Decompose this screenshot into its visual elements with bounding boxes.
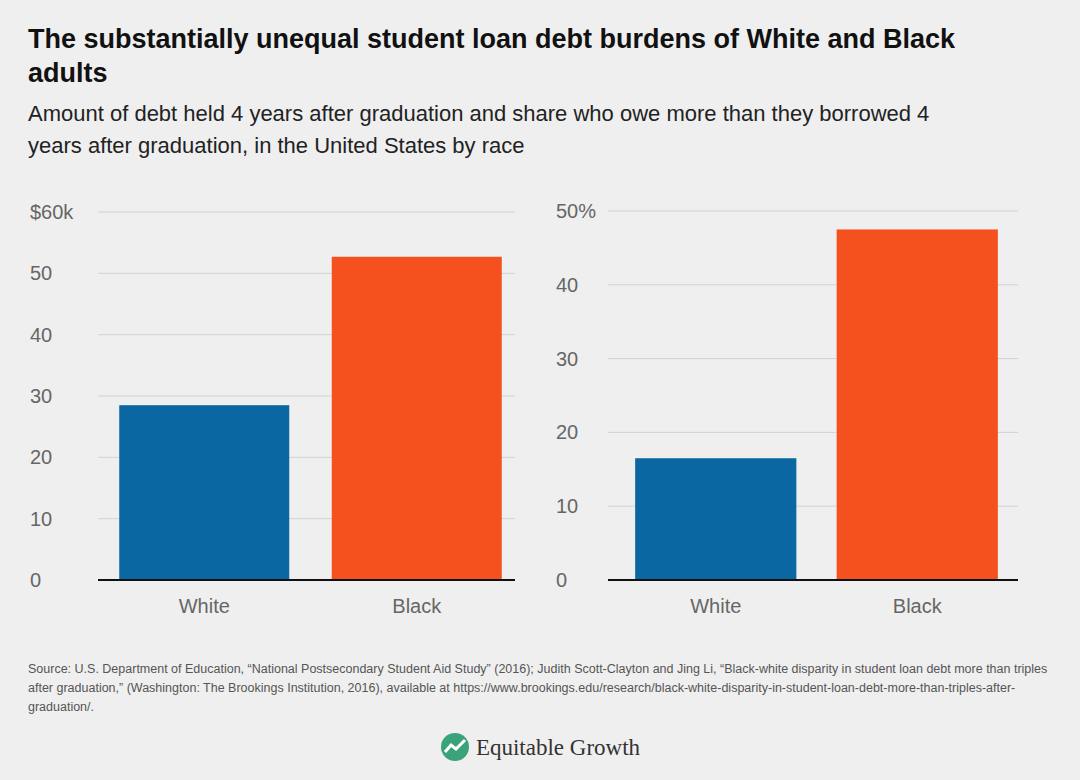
category-label: White bbox=[179, 595, 230, 617]
tick-label: 50% bbox=[556, 200, 596, 222]
tick-label: 40 bbox=[30, 324, 52, 346]
chart: 0 10 20 30 40 50 $60k White Black bbox=[30, 201, 515, 617]
grid-line bbox=[608, 211, 1018, 212]
bars bbox=[119, 257, 502, 580]
bars bbox=[635, 229, 998, 580]
logo-icon bbox=[440, 732, 470, 762]
brand-text: Equitable Growth bbox=[476, 735, 640, 760]
source: Source: U.S. Department of Education, “N… bbox=[28, 660, 1058, 717]
tick-label: $60k bbox=[30, 201, 74, 223]
tick-label: 0 bbox=[30, 569, 41, 591]
brand: Equitable Growth bbox=[0, 732, 1080, 762]
tick-label: 30 bbox=[556, 348, 578, 370]
tick-label: 40 bbox=[556, 274, 578, 296]
bar bbox=[332, 257, 502, 580]
tick-label: 50 bbox=[30, 262, 52, 284]
tick-label: 20 bbox=[556, 421, 578, 443]
grid-line bbox=[98, 212, 515, 213]
page: The substantially unequal student loan d… bbox=[0, 0, 1080, 780]
bar bbox=[119, 405, 289, 580]
subtitle: Amount of debt held 4 years after gradua… bbox=[28, 98, 968, 162]
logo-circle bbox=[441, 733, 469, 761]
tick-label: 0 bbox=[556, 569, 567, 591]
tick-label: 30 bbox=[30, 385, 52, 407]
logo-line bbox=[445, 740, 465, 752]
bar bbox=[635, 458, 796, 580]
tick-label: 10 bbox=[556, 495, 578, 517]
baseline bbox=[98, 579, 515, 581]
category-label: Black bbox=[392, 595, 442, 617]
title: The substantially unequal student loan d… bbox=[28, 22, 1028, 90]
category-label: White bbox=[690, 595, 741, 617]
tick-label: 20 bbox=[30, 446, 52, 468]
category-label: Black bbox=[893, 595, 943, 617]
bar bbox=[837, 229, 998, 580]
chart: 0 10 20 30 40 50% White Black bbox=[556, 200, 1018, 617]
baseline bbox=[608, 579, 1018, 581]
tick-label: 10 bbox=[30, 508, 52, 530]
